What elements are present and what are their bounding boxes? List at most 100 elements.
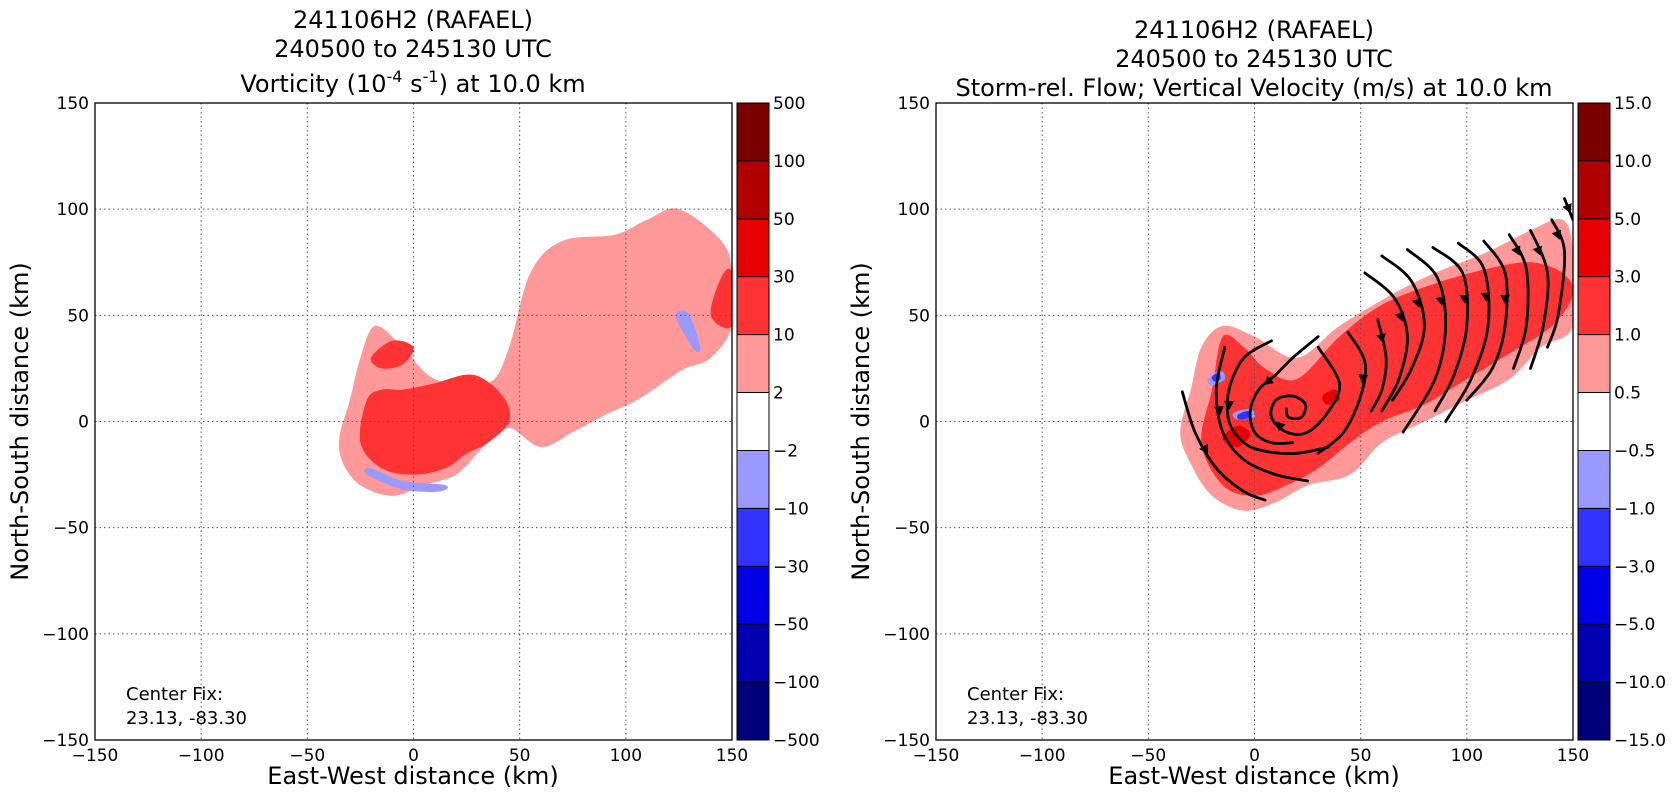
title-mid: s (402, 70, 422, 98)
streamline-11 (1444, 241, 1491, 423)
center-fix-label: Center Fix: (126, 684, 223, 705)
colorbar-label: −10 (773, 499, 809, 519)
colorbar-label: 10 (773, 326, 795, 346)
colorbar-label: 15.0 (1614, 94, 1652, 114)
colorbar-label: −30 (773, 557, 809, 577)
x-tick-label: −150 (913, 746, 960, 766)
x-tick-label: −150 (72, 746, 119, 766)
colorbar-swatch (737, 218, 769, 278)
colorbar-label: 0.5 (1614, 384, 1641, 404)
colorbar-swatch (1578, 218, 1610, 278)
y-axis-label: North-South distance (km) (6, 262, 34, 581)
colorbar-swatches (1578, 103, 1610, 741)
colorbar-label: −500 (773, 731, 820, 751)
y-tick-label: 150 (57, 94, 89, 114)
streamline-2 (1225, 339, 1331, 455)
y-tick-label: −150 (883, 731, 930, 751)
colorbar-label: −15.0 (1614, 731, 1666, 751)
colorbar-swatch (1578, 508, 1610, 567)
colorbar-label: −2 (773, 441, 798, 461)
streamline-arrow-12 (1500, 294, 1511, 304)
plot-frame (94, 102, 733, 741)
colorbar-swatch (737, 160, 769, 220)
colorbar-swatch (737, 392, 769, 451)
title-line-2: 240500 to 245130 UTC (1115, 45, 1393, 73)
colorbar-swatch (737, 103, 769, 162)
streamline-arrow-15 (1551, 229, 1562, 240)
x-tick-label: −100 (178, 746, 225, 766)
colorbar: 500 100 50 30 10 2 −2 −10 −30 −50 −100 −500 (736, 94, 820, 751)
colorbar-frame (736, 102, 770, 741)
x-tick-label: 50 (509, 746, 531, 766)
colorbar-label: 100 (773, 152, 805, 172)
colorbar-swatch (737, 276, 769, 336)
field-regions (338, 208, 732, 496)
colorbar-swatch (737, 682, 769, 741)
x-axis-ticks: −150 −100 −50 0 50 100 150 (72, 746, 749, 766)
streamline-0 (1180, 390, 1267, 502)
x-axis-label: East-West distance (km) (267, 762, 558, 790)
colorbar-swatch (1578, 103, 1610, 162)
streamline-arrow-13 (1511, 245, 1521, 256)
streamline-arrow-10 (1459, 294, 1470, 304)
colorbar-label: 3.0 (1614, 268, 1641, 288)
streamline-1 (1214, 345, 1309, 483)
y-tick-label: 150 (898, 94, 930, 114)
title-line-1: 241106H2 (RAFAEL) (1134, 16, 1374, 44)
center-fix-label: Center Fix: (967, 684, 1064, 705)
y-tick-label: −50 (53, 519, 89, 539)
streamline-12 (1465, 239, 1509, 402)
x-tick-label: −100 (1019, 746, 1066, 766)
x-tick-label: 150 (716, 746, 748, 766)
x-tick-label: 100 (1451, 746, 1483, 766)
colorbar-label: −5.0 (1614, 615, 1655, 635)
vorticity-panel: 241106H2 (RAFAEL) 240500 to 245130 UTC V… (6, 6, 820, 790)
y-axis-label: North-South distance (km) (847, 262, 875, 581)
colorbar-label: 1.0 (1614, 326, 1641, 346)
colorbar-label: 2 (773, 384, 784, 404)
x-tick-label: 0 (1249, 746, 1260, 766)
streamline-3 (1248, 335, 1320, 445)
streamline-arrow-5 (1358, 373, 1369, 384)
streamline-4 (1269, 345, 1342, 436)
colorbar-swatch (1578, 160, 1610, 220)
colorbar-swatch (1578, 624, 1610, 683)
plot-area (94, 102, 733, 741)
colorbar-swatch (737, 624, 769, 683)
colorbar-label: 5.0 (1614, 210, 1641, 230)
y-tick-label: −100 (883, 625, 930, 645)
y-tick-label: −50 (894, 519, 930, 539)
streamline-5 (1316, 330, 1368, 455)
colorbar: 15.0 10.0 5.0 3.0 1.0 0.5 −0.5 −1.0 −3.0 −5.0 −10.… (1577, 94, 1666, 751)
streamlines (1180, 197, 1573, 502)
y-tick-label: −150 (42, 731, 89, 751)
colorbar-swatch (737, 334, 769, 394)
colorbar-label: −10.0 (1614, 673, 1666, 693)
x-axis-ticks: −150 −100 −50 0 50 100 150 (913, 746, 1590, 766)
streamline-arrow-11 (1480, 292, 1491, 302)
colorbar-label: 500 (773, 94, 805, 114)
streamline-arrow-7 (1394, 311, 1405, 322)
streamline-arrow-0 (1199, 443, 1208, 455)
colorbar-label: 10.0 (1614, 152, 1652, 172)
y-tick-label: −100 (42, 625, 89, 645)
colorbar-label: 50 (773, 210, 795, 230)
colorbar-label: −3.0 (1614, 557, 1655, 577)
title-line-3: Vorticity (10-4 s-1) at 10.0 km (240, 67, 585, 98)
x-tick-label: 150 (1557, 746, 1589, 766)
x-axis-label: East-West distance (km) (1108, 762, 1399, 790)
x-tick-label: −50 (289, 746, 325, 766)
colorbar-swatch (1578, 566, 1610, 625)
colorbar-label: 30 (773, 268, 795, 288)
colorbar-swatch (737, 450, 769, 509)
title-line-2: 240500 to 245130 UTC (274, 35, 552, 63)
streamline-arrow-16 (1562, 203, 1572, 214)
x-tick-label: 0 (408, 746, 419, 766)
title-prefix: Vorticity (10 (240, 70, 386, 98)
y-tick-label: 0 (919, 413, 930, 433)
center-fix-value: 23.13, -83.30 (126, 708, 247, 729)
title-suffix: ) at 10.0 km (439, 70, 586, 98)
streamline-arrow-14 (1532, 245, 1542, 256)
colorbar-labels: 15.0 10.0 5.0 3.0 1.0 0.5 −0.5 −1.0 −3.0 −5.0 −10.… (1614, 94, 1666, 751)
streamline-arrow-6 (1376, 333, 1386, 344)
